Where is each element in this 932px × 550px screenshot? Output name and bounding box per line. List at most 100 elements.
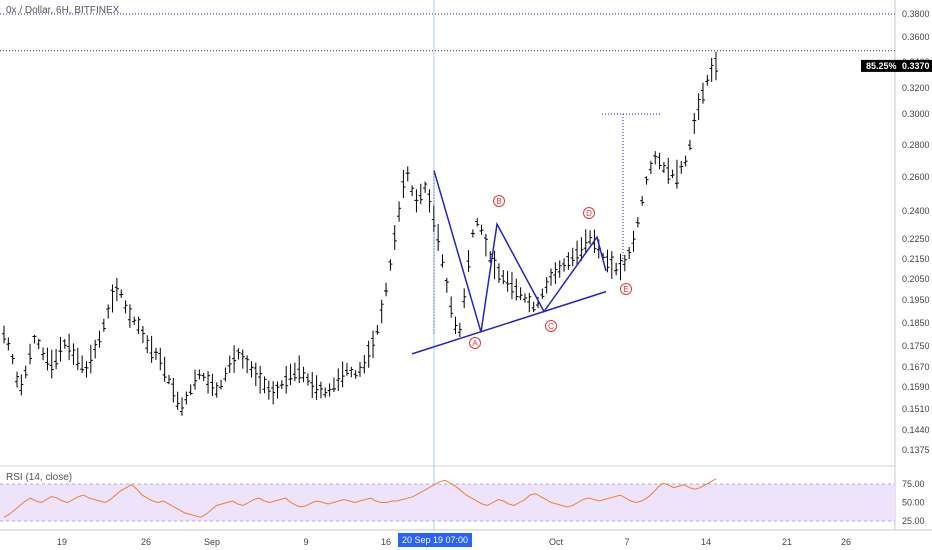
candle [284, 365, 289, 394]
candle [227, 355, 232, 373]
candle [440, 254, 445, 268]
candle [514, 278, 519, 301]
candle [410, 185, 415, 196]
candle [388, 259, 393, 271]
candle [271, 381, 276, 405]
price-tick-label: 0.2150 [902, 254, 930, 264]
rsi-tick-label: 75.00 [902, 479, 925, 489]
candle [58, 337, 63, 362]
price-tick-label: 0.2250 [902, 234, 930, 244]
candle [175, 391, 180, 410]
candle [166, 374, 171, 385]
candle [622, 254, 627, 272]
candle [75, 347, 80, 371]
candle [327, 383, 332, 397]
candle [366, 340, 371, 368]
candle [288, 363, 293, 386]
time-tick-label: 26 [841, 537, 851, 547]
time-tick-label: 19 [57, 537, 67, 547]
candle [266, 380, 271, 400]
candle [97, 330, 102, 348]
price-tag-bg [861, 59, 932, 72]
candle [310, 371, 315, 399]
candle [123, 300, 128, 314]
candle [119, 289, 124, 298]
time-tick-label: 9 [303, 537, 308, 547]
candle [275, 381, 280, 399]
wave-label-text: B [496, 197, 501, 206]
rsi-line [3, 478, 717, 518]
candle [197, 369, 202, 380]
candle [436, 224, 441, 251]
candle [583, 229, 588, 254]
candle [318, 381, 323, 399]
candle [631, 230, 636, 252]
candle [279, 380, 284, 390]
candle [384, 282, 389, 297]
candle [705, 74, 710, 86]
candle [340, 361, 345, 388]
candle [240, 349, 245, 369]
candle [427, 189, 432, 213]
price-tick-label: 0.1950 [902, 295, 930, 305]
wave-label-text: C [548, 322, 554, 331]
candle [674, 159, 679, 189]
candle [670, 169, 675, 179]
candle [709, 57, 714, 82]
candle [700, 82, 705, 104]
price-tick-label: 0.1850 [902, 318, 930, 328]
candle [101, 318, 106, 332]
time-tick-label: 16 [381, 537, 391, 547]
rsi-tick-label: 25.00 [902, 516, 925, 526]
candle [145, 335, 150, 354]
candle [28, 343, 33, 365]
candle [49, 349, 54, 379]
price-tick-label: 0.3800 [902, 9, 930, 19]
time-tag-text: 20 Sep 19 07:00 [402, 535, 468, 545]
candle [210, 373, 215, 397]
price-tick-label: 0.3200 [902, 83, 930, 93]
time-tag-bg [398, 533, 472, 547]
candle [162, 356, 167, 382]
candle [262, 376, 267, 394]
candle [414, 189, 419, 213]
candle [449, 296, 454, 318]
candle [358, 361, 362, 377]
rsi-title: RSI (14, close) [6, 472, 73, 483]
candle [180, 397, 184, 416]
candle [362, 354, 367, 374]
candle [522, 293, 527, 303]
candle [492, 250, 497, 280]
candle [401, 170, 406, 199]
candle [483, 233, 488, 257]
wave-label-circle [545, 320, 557, 332]
candle [544, 277, 549, 294]
candle [470, 229, 475, 238]
candle [158, 347, 163, 371]
candle [344, 363, 349, 376]
time-tick-label: 14 [701, 537, 711, 547]
candle [88, 344, 93, 374]
support-trendline [411, 290, 607, 355]
candles [2, 51, 718, 416]
candle [518, 287, 523, 301]
candle [36, 338, 41, 350]
candle [67, 333, 72, 361]
candle [553, 262, 558, 284]
candle [349, 366, 354, 378]
rsi-tick-label: 50.00 [902, 498, 925, 508]
candle [84, 361, 89, 378]
candle [331, 377, 336, 392]
wave-label-d: D [583, 207, 595, 219]
candle [114, 277, 119, 302]
wave-label-text: E [623, 285, 628, 294]
price-tick-label: 0.2800 [902, 140, 930, 150]
candle [15, 371, 20, 388]
candle [292, 362, 297, 382]
candle [153, 347, 158, 360]
candle [236, 348, 241, 360]
candle [687, 139, 692, 151]
candle [223, 367, 228, 382]
candle [23, 365, 28, 379]
